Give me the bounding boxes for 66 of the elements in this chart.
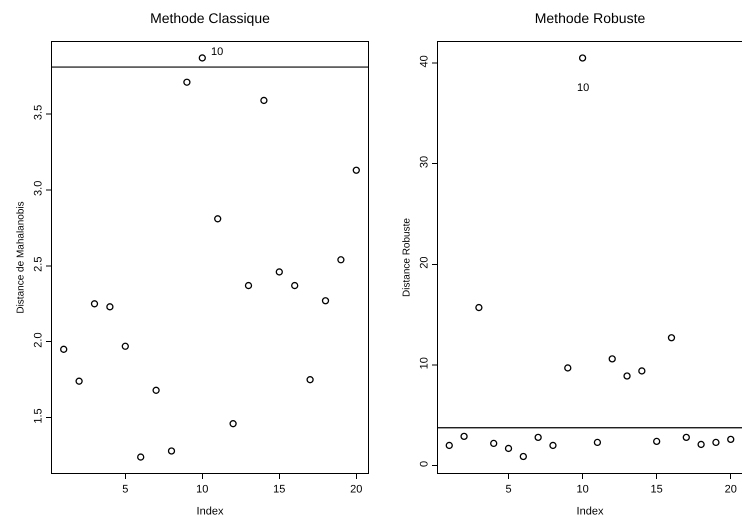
annotation: 10 (211, 46, 224, 58)
x-tick-label: 20 (350, 483, 362, 496)
point (291, 282, 298, 290)
point (578, 54, 586, 62)
point (198, 54, 206, 62)
y-tick-label: 20 (418, 256, 430, 269)
point (122, 342, 129, 350)
point (653, 438, 660, 446)
point (352, 166, 360, 174)
x-tick-label: 15 (650, 483, 663, 496)
point (682, 434, 690, 442)
point (214, 215, 222, 222)
x-tick-label: 5 (505, 483, 512, 496)
point (608, 355, 616, 363)
point (534, 434, 542, 442)
point (623, 372, 631, 380)
chart-title: Methode Robuste (534, 10, 646, 26)
y-tick-label: 10 (418, 357, 430, 370)
y-tick-label: 2.0 (32, 332, 44, 348)
x-tick-label: 20 (724, 483, 737, 496)
point (504, 444, 512, 452)
x-tick-label: 10 (576, 483, 589, 496)
point (712, 438, 720, 446)
y-axis-title: Distance Robuste (402, 218, 412, 297)
x-tick-label: 10 (196, 483, 208, 496)
point (60, 346, 68, 353)
point (106, 303, 114, 310)
point (727, 436, 734, 444)
point (244, 282, 252, 290)
point (549, 442, 557, 450)
point (490, 440, 498, 448)
point (229, 420, 237, 428)
chart-title: Methode Classique (150, 10, 270, 26)
point (475, 304, 483, 312)
point (697, 440, 705, 448)
point (183, 78, 191, 86)
point (520, 452, 527, 460)
x-tick-label: 5 (122, 483, 128, 496)
point (75, 378, 83, 385)
x-tick-label: 15 (273, 483, 286, 496)
point (668, 334, 676, 342)
point (322, 297, 330, 304)
point (168, 447, 176, 455)
annotation: 10 (577, 82, 590, 94)
point (137, 453, 144, 461)
x-axis-title: Index (576, 506, 604, 518)
y-tick-label: 3.0 (32, 180, 44, 196)
y-tick-label: 0 (418, 460, 430, 467)
y-tick-label: 40 (418, 55, 430, 68)
point (337, 256, 345, 264)
y-tick-label: 1.5 (32, 408, 44, 424)
y-tick-label: 2.5 (32, 256, 44, 272)
point (564, 364, 572, 372)
point (446, 442, 453, 450)
y-tick-label: 3.5 (32, 104, 44, 120)
point (460, 432, 468, 440)
point (90, 300, 98, 308)
y-tick-label: 30 (418, 156, 430, 168)
point (594, 438, 602, 446)
point (276, 268, 283, 276)
point (260, 96, 268, 104)
point (306, 376, 314, 384)
point (638, 367, 646, 375)
point (152, 386, 160, 394)
y-axis-title: Distance de Mahalanobis (16, 201, 26, 314)
x-axis-title: Index (196, 506, 224, 518)
